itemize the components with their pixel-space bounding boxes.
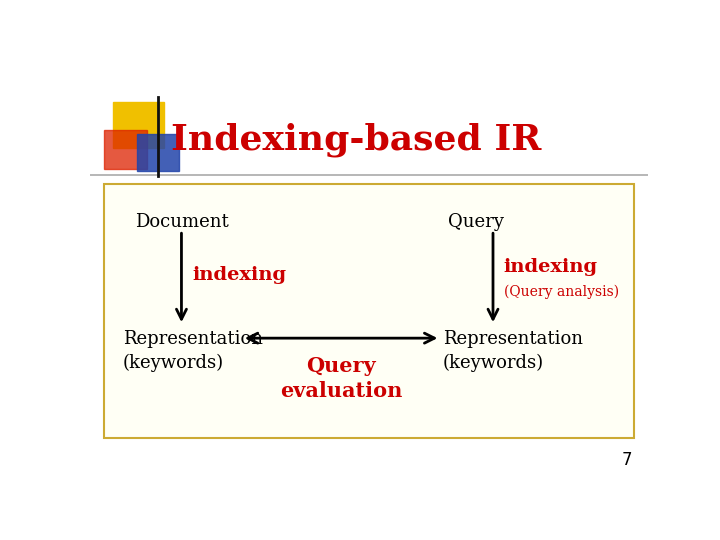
Text: Indexing-based IR: Indexing-based IR xyxy=(171,122,541,157)
Bar xyxy=(113,102,163,148)
Text: Representation
(keywords): Representation (keywords) xyxy=(443,330,582,373)
Bar xyxy=(137,134,179,171)
Text: indexing: indexing xyxy=(504,258,598,276)
Text: Representation
(keywords): Representation (keywords) xyxy=(122,330,263,373)
Bar xyxy=(104,130,147,168)
Text: Document: Document xyxy=(135,213,229,231)
Text: (Query analysis): (Query analysis) xyxy=(504,284,619,299)
Text: indexing: indexing xyxy=(192,266,287,284)
Bar xyxy=(104,184,634,438)
Text: Query
evaluation: Query evaluation xyxy=(280,356,402,401)
Text: Query: Query xyxy=(448,213,504,231)
Text: 7: 7 xyxy=(622,451,632,469)
